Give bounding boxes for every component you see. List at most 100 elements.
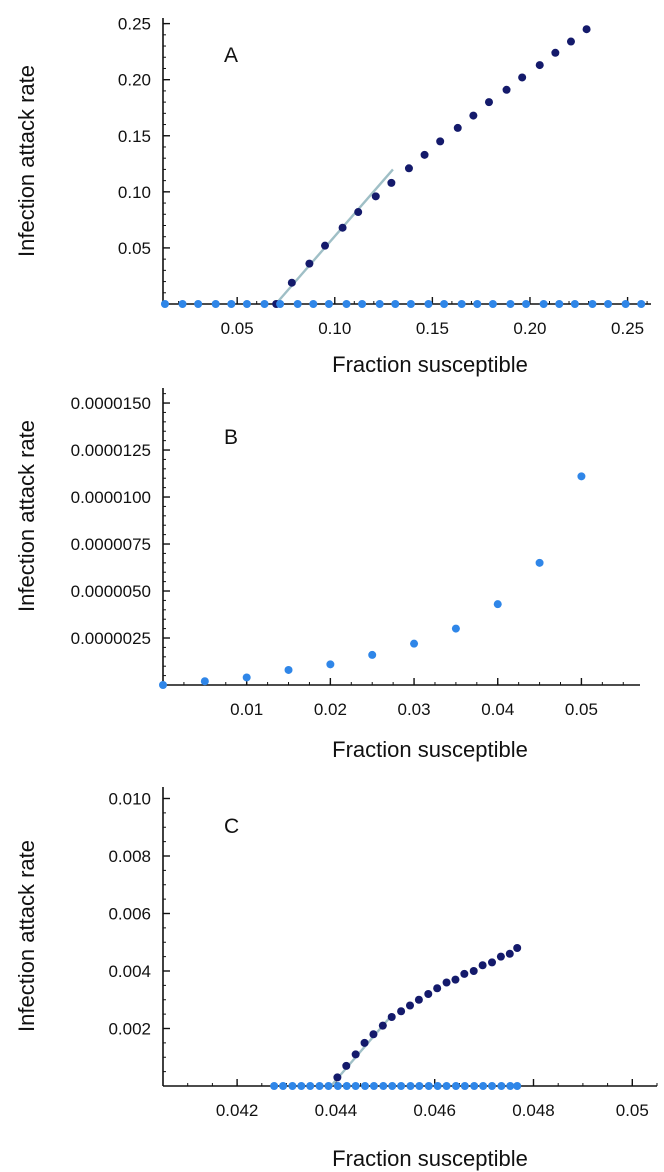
y-tick-label: 0.008 [108, 847, 151, 866]
panel-b: 0.01 0.02 0.03 0.04 0.05 0.0000025 0.0000050 0.… [14, 388, 640, 762]
panel-label: C [224, 815, 239, 838]
data-point-light [397, 1082, 406, 1090]
data-point-dark [582, 25, 591, 34]
y-axis-title: Infection attack rate [14, 840, 39, 1032]
data-point-dark [436, 137, 445, 146]
data-point-dark [333, 1073, 342, 1082]
y-axis-title: Infection attack rate [14, 420, 39, 612]
x-tick-label: 0.01 [230, 700, 263, 719]
data-point-light [460, 1082, 469, 1090]
data-point-dark [414, 995, 423, 1004]
panel-a: 0.05 0.10 0.15 0.20 0.25 0.05 0.10 0.15 0.20 0.25… [14, 15, 651, 377]
x-tick-label: 0.03 [398, 700, 431, 719]
data-point-dark [513, 944, 522, 952]
panel-label: A [224, 44, 238, 67]
data-point-light [333, 1082, 342, 1090]
data-point-light [457, 300, 466, 308]
data-point-light [326, 660, 335, 669]
data-point-light [539, 300, 548, 308]
data-point-dark [360, 1038, 369, 1047]
data-point-light [178, 300, 187, 308]
data-point-dark [535, 61, 544, 70]
data-point-light [410, 639, 419, 648]
x-tick-label: 0.05 [565, 700, 598, 719]
data-point-dark [406, 1001, 414, 1010]
data-point-dark [287, 278, 296, 287]
data-point-dark [442, 978, 451, 987]
data-point-dark [305, 259, 314, 268]
y-tick-label: 0.004 [108, 962, 151, 981]
data-point-light [451, 1082, 460, 1090]
data-point-dark [378, 1021, 387, 1030]
data-point-light [488, 1082, 497, 1090]
data-point-light [293, 300, 302, 308]
x-tick-label: 0.25 [611, 319, 644, 338]
x-tick-label: 0.02 [314, 700, 347, 719]
data-point-light [358, 300, 367, 308]
data-point-light [391, 300, 400, 308]
data-point-dark [488, 958, 497, 967]
data-point-light [351, 1082, 360, 1090]
data-point-light [227, 300, 236, 308]
data-point-light [324, 300, 333, 308]
y-tick-label: 0.010 [108, 790, 151, 809]
x-axis-title: Fraction susceptible [332, 737, 528, 762]
data-point-light [535, 558, 544, 567]
data-point-dark [321, 241, 330, 250]
data-point-light [493, 600, 502, 609]
y-tick-label: 0.0000075 [71, 535, 151, 554]
data-point-light [309, 300, 318, 308]
data-point-light [570, 300, 579, 308]
data-point-light [388, 1082, 397, 1090]
data-point-dark [424, 990, 433, 998]
y-axis-title: Infection attack rate [14, 65, 39, 257]
data-point-dark [404, 164, 413, 173]
data-point-light [415, 1082, 424, 1090]
data-point-light [406, 300, 415, 308]
data-point-dark [478, 961, 487, 970]
data-point-light [479, 1082, 488, 1090]
data-point-dark [469, 111, 478, 120]
data-point-light [379, 1082, 388, 1090]
y-tick-label: 0.15 [118, 127, 151, 146]
data-point-dark [369, 1030, 378, 1039]
panel-c: 0.042 0.044 0.046 0.048 0.05 0.002 0.004 0.006 0… [14, 787, 658, 1171]
y-tick-label: 0.006 [108, 905, 151, 924]
x-tick-label: 0.046 [413, 1101, 456, 1120]
data-point-light [577, 472, 586, 481]
data-point-light [440, 300, 449, 308]
data-point-dark [371, 192, 380, 201]
data-point-dark [518, 73, 527, 82]
data-point-light [604, 300, 613, 308]
data-point-dark [351, 1050, 360, 1059]
data-point-dark [502, 85, 511, 94]
data-point-dark [496, 952, 505, 961]
data-point-dark [453, 123, 462, 132]
data-point-light [555, 300, 564, 308]
data-point-dark [420, 150, 429, 159]
x-tick-label: 0.04 [481, 700, 514, 719]
data-point-light [159, 681, 167, 689]
data-point-dark [387, 178, 396, 187]
data-point-light [506, 300, 515, 308]
data-point-light [211, 300, 220, 308]
data-point-dark [338, 223, 347, 232]
panel-label: B [224, 426, 238, 449]
data-point-light [406, 1082, 415, 1090]
data-point-light [637, 300, 646, 308]
data-point-light [361, 1082, 370, 1090]
data-point-dark [551, 48, 560, 57]
x-tick-label: 0.048 [512, 1101, 555, 1120]
data-point-light [451, 624, 460, 633]
data-point-light [497, 1082, 506, 1090]
x-axis-title: Fraction susceptible [332, 352, 528, 377]
data-point-light [200, 677, 209, 686]
data-point-light [588, 300, 597, 308]
data-point-light [375, 300, 384, 308]
data-point-light [342, 300, 351, 308]
y-tick-label: 0.05 [118, 239, 151, 258]
x-axis-title: Fraction susceptible [332, 1146, 528, 1171]
data-point-dark [354, 208, 363, 217]
data-point-light [473, 300, 482, 308]
data-point-light [306, 1082, 315, 1090]
